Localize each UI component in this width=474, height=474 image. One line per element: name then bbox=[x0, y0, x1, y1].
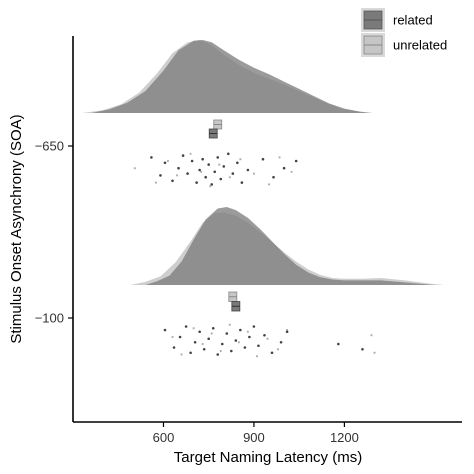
point-related--650-12 bbox=[207, 163, 210, 166]
point-unrelated--650-7 bbox=[218, 163, 221, 166]
point-unrelated--100-10 bbox=[266, 337, 269, 340]
point-related--100-19 bbox=[257, 344, 260, 348]
point-related--100-2 bbox=[178, 335, 182, 339]
point-related--650-6 bbox=[186, 172, 189, 175]
density-related--100 bbox=[145, 207, 435, 285]
point-related--650-21 bbox=[240, 181, 244, 184]
point-related--650-8 bbox=[195, 181, 198, 184]
point-unrelated--100-7 bbox=[237, 341, 240, 344]
point-related--100-1 bbox=[172, 346, 176, 349]
point-unrelated--650-0 bbox=[133, 167, 136, 170]
y-tick-label--100: −100 bbox=[35, 311, 64, 326]
point-related--100-12 bbox=[225, 332, 229, 335]
point-related--100-23 bbox=[285, 330, 289, 334]
point-related--650-16 bbox=[219, 177, 223, 181]
point-unrelated--100-6 bbox=[228, 323, 231, 326]
point-related--650-19 bbox=[231, 172, 235, 175]
point-related--650-22 bbox=[246, 168, 250, 172]
point-unrelated--100-11 bbox=[276, 348, 280, 351]
y-axis-title: Stimulus Onset Asynchrony (SOA) bbox=[8, 114, 25, 343]
point-related--650-10 bbox=[201, 157, 204, 161]
point-related--650-9 bbox=[198, 168, 201, 172]
point-unrelated--100-3 bbox=[201, 342, 204, 346]
point-unrelated--650-13 bbox=[290, 170, 293, 173]
point-related--100-8 bbox=[207, 337, 210, 341]
point-related--100-21 bbox=[270, 351, 274, 355]
point-related--650-0 bbox=[150, 156, 153, 159]
point-related--100-5 bbox=[193, 340, 197, 344]
axes bbox=[72, 36, 462, 423]
point-related--650-14 bbox=[213, 170, 217, 174]
point-related--100-9 bbox=[211, 326, 215, 330]
point-related--650-4 bbox=[177, 166, 180, 170]
point-related--100-0 bbox=[163, 328, 167, 332]
point-related--100-7 bbox=[202, 347, 206, 351]
point-related--100-20 bbox=[263, 333, 266, 337]
point-related--650-1 bbox=[159, 174, 162, 177]
x-axis-title: Target Naming Latency (ms) bbox=[174, 449, 362, 466]
point-related--100-10 bbox=[216, 353, 220, 356]
point-related--650-18 bbox=[227, 152, 230, 156]
point-related--650-15 bbox=[216, 156, 220, 159]
point-related--100-3 bbox=[184, 325, 188, 328]
point-unrelated--650-2 bbox=[166, 159, 170, 163]
legend: related unrelated bbox=[361, 8, 447, 57]
point-unrelated--650-9 bbox=[239, 158, 242, 161]
point-related--100-18 bbox=[252, 325, 256, 328]
point-related--650-25 bbox=[282, 166, 286, 170]
point-related--100-13 bbox=[230, 349, 233, 353]
plot-area bbox=[82, 40, 444, 358]
point-related--650-23 bbox=[261, 157, 265, 161]
point-unrelated--100-5 bbox=[219, 349, 222, 353]
point-related--650-2 bbox=[163, 161, 167, 165]
point-unrelated--100-13 bbox=[370, 334, 373, 337]
point-related--100-4 bbox=[189, 351, 192, 355]
point-unrelated--100-1 bbox=[180, 353, 183, 356]
point-related--650-20 bbox=[236, 161, 239, 165]
point-related--650-5 bbox=[181, 154, 185, 157]
tick-layer: −650 −100 600 900 1200 bbox=[35, 139, 359, 446]
point-related--650-7 bbox=[190, 159, 194, 163]
point-related--650-24 bbox=[272, 175, 275, 179]
density-related--650 bbox=[91, 40, 372, 113]
point-unrelated--100-4 bbox=[210, 332, 213, 335]
point-unrelated--100-8 bbox=[246, 330, 249, 333]
point-unrelated--650-3 bbox=[175, 174, 179, 177]
point-unrelated--100-0 bbox=[171, 335, 174, 339]
point-related--100-24 bbox=[337, 342, 340, 346]
point-related--100-17 bbox=[248, 335, 251, 339]
point-unrelated--100-2 bbox=[192, 327, 195, 330]
point-unrelated--650-11 bbox=[267, 183, 271, 186]
point-related--650-11 bbox=[204, 175, 207, 179]
point-unrelated--650-6 bbox=[209, 185, 212, 188]
x-tick-label-900: 900 bbox=[243, 430, 265, 445]
point-related--100-6 bbox=[198, 330, 201, 334]
legend-label-unrelated: unrelated bbox=[393, 38, 447, 53]
point-related--100-16 bbox=[243, 346, 247, 349]
point-unrelated--650-10 bbox=[252, 172, 256, 175]
point-related--100-25 bbox=[361, 347, 364, 351]
point-unrelated--100-14 bbox=[373, 351, 376, 354]
point-related--650-26 bbox=[294, 159, 298, 163]
point-related--650-17 bbox=[222, 165, 226, 168]
x-tick-label-600: 600 bbox=[153, 430, 175, 445]
point-related--100-15 bbox=[239, 328, 242, 332]
point-related--100-14 bbox=[234, 339, 238, 342]
point-unrelated--100-9 bbox=[255, 355, 259, 358]
point-unrelated--650-1 bbox=[154, 181, 158, 184]
point-related--100-22 bbox=[279, 340, 283, 344]
point-unrelated--650-4 bbox=[189, 152, 192, 155]
x-tick-label-1200: 1200 bbox=[330, 430, 359, 445]
point-related--650-13 bbox=[210, 183, 214, 186]
point-related--650-3 bbox=[171, 179, 174, 183]
point-unrelated--650-12 bbox=[278, 156, 281, 159]
point-unrelated--100-12 bbox=[286, 328, 289, 332]
point-related--100-11 bbox=[220, 342, 224, 346]
point-unrelated--650-8 bbox=[228, 176, 231, 179]
y-tick-label--650: −650 bbox=[35, 139, 64, 154]
legend-label-related: related bbox=[393, 13, 433, 28]
point-unrelated--650-5 bbox=[200, 170, 203, 173]
